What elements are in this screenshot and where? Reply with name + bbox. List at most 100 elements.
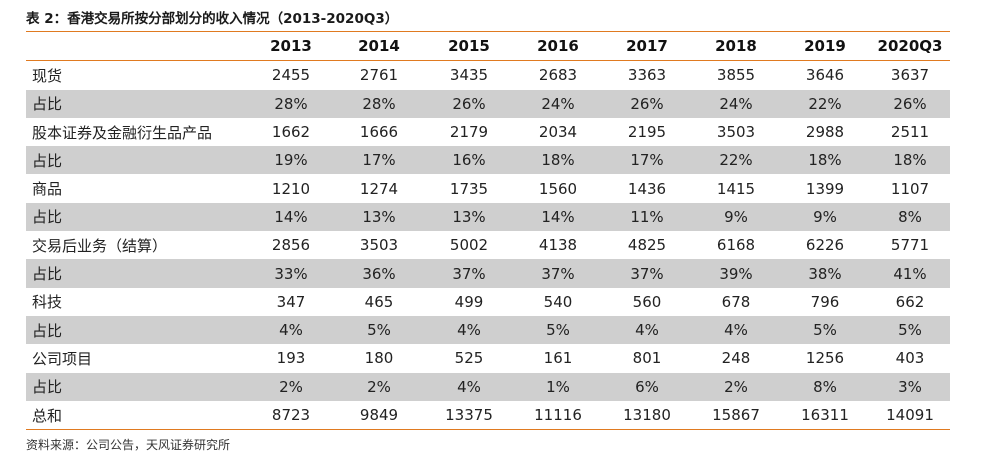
table-cell: 15867 <box>712 406 760 424</box>
table-cell: 347 <box>276 292 306 311</box>
table-cell: 5002 <box>449 236 489 255</box>
table-cell: 662 <box>895 292 925 311</box>
table-cell: 3363 <box>627 66 667 85</box>
table-cell: 796 <box>810 292 840 311</box>
table-cell: 26% <box>602 89 692 118</box>
row-label: 占比 <box>26 146 248 175</box>
table-cell: 11116 <box>534 406 582 424</box>
table-cell: 5% <box>514 315 602 345</box>
table-cell: 8% <box>780 372 870 401</box>
table-cell: 19% <box>248 146 334 175</box>
table-cell: 5% <box>870 315 950 345</box>
row-label: 商品 <box>32 180 63 199</box>
table-cell: 3% <box>870 372 950 401</box>
table-cell: 24% <box>514 89 602 118</box>
header-row: 2013 2014 2015 2016 2017 2018 2019 2020Q3 <box>26 31 950 61</box>
table-cell: 3503 <box>359 236 399 255</box>
table-cell: 2179 <box>449 123 489 142</box>
row-label: 科技 <box>32 293 63 312</box>
header-cell-year: 2019 <box>804 37 846 56</box>
table-row: 科技 347 465 499 540 560 678 796 662 <box>26 288 950 316</box>
table-row: 总和 8723 9849 13375 11116 13180 15867 16311 14091 <box>26 401 950 430</box>
table-cell: 678 <box>721 292 751 311</box>
header-cell-year: 2014 <box>358 37 400 56</box>
table-row: 股本证券及金融衍生品产品 1662 1666 2179 2034 2195 3503 2988… <box>26 118 950 146</box>
table-cell: 6226 <box>805 236 845 255</box>
share-row: 占比 2% 2% 4% 1% 6% 2% 8% 3% <box>26 372 950 401</box>
table-cell: 9% <box>780 202 870 232</box>
table-cell: 38% <box>780 259 870 288</box>
table-row: 交易后业务（结算） 2856 3503 5002 4138 4825 6168 6226 577… <box>26 231 950 259</box>
table-cell: 33% <box>248 259 334 288</box>
table-cell: 17% <box>334 146 424 175</box>
table-cell: 2511 <box>890 123 930 142</box>
table-cell: 2195 <box>627 123 667 142</box>
table-cell: 6% <box>602 372 692 401</box>
table-cell: 1256 <box>805 349 845 368</box>
table-cell: 39% <box>692 259 780 288</box>
share-row: 占比 14% 13% 13% 14% 11% 9% 9% 8% <box>26 202 950 232</box>
table-cell: 4% <box>602 315 692 345</box>
table-cell: 4% <box>424 372 514 401</box>
table-cell: 2988 <box>805 123 845 142</box>
table-cell: 26% <box>870 89 950 118</box>
share-row: 占比 4% 5% 4% 5% 4% 4% 5% 5% <box>26 315 950 345</box>
table-cell: 14% <box>248 202 334 232</box>
table-row: 现货 2455 2761 3435 2683 3363 3855 3646 3637 <box>26 61 950 90</box>
table-cell: 37% <box>602 259 692 288</box>
header-cell-year: 2017 <box>626 37 668 56</box>
row-label: 占比 <box>26 372 248 401</box>
table-cell: 2% <box>334 372 424 401</box>
table-cell: 193 <box>276 349 306 368</box>
table-cell: 3855 <box>716 66 756 85</box>
table-cell: 28% <box>248 89 334 118</box>
table-row: 商品 1210 1274 1735 1560 1436 1415 1399 1107 <box>26 174 950 202</box>
table-cell: 8723 <box>271 406 311 424</box>
table-cell: 11% <box>602 202 692 232</box>
share-row: 占比 19% 17% 16% 18% 17% 22% 18% 18% <box>26 146 950 175</box>
row-label: 现货 <box>32 66 63 85</box>
table-row: 公司项目 193 180 525 161 801 248 1256 403 <box>26 344 950 372</box>
table-cell: 16% <box>424 146 514 175</box>
table-cell: 13% <box>424 202 514 232</box>
table-cell: 1735 <box>449 179 489 198</box>
table-cell: 17% <box>602 146 692 175</box>
table-cell: 403 <box>895 349 925 368</box>
header-cell-label <box>26 32 248 61</box>
table-cell: 22% <box>780 89 870 118</box>
table-cell: 1560 <box>538 179 578 198</box>
row-label: 占比 <box>26 315 248 345</box>
share-row: 占比 28% 28% 26% 24% 26% 24% 22% 26% <box>26 89 950 118</box>
table-cell: 161 <box>543 349 573 368</box>
source-note: 资料来源：公司公告，天风证券研究所 <box>26 438 231 452</box>
table-cell: 9% <box>692 202 780 232</box>
table-cell: 1274 <box>359 179 399 198</box>
table-cell: 2761 <box>359 66 399 85</box>
table-cell: 2034 <box>538 123 578 142</box>
table-cell: 1662 <box>271 123 311 142</box>
table-cell: 14091 <box>886 406 934 424</box>
header-cell-year: 2018 <box>715 37 757 56</box>
table-cell: 4% <box>248 315 334 345</box>
table-cell: 5771 <box>890 236 930 255</box>
table-cell: 1% <box>514 372 602 401</box>
table-cell: 6168 <box>716 236 756 255</box>
table-cell: 525 <box>454 349 484 368</box>
table-body: 现货 2455 2761 3435 2683 3363 3855 3646 3637 占比 28% 2… <box>26 61 950 430</box>
table-cell: 3646 <box>805 66 845 85</box>
table-cell: 2683 <box>538 66 578 85</box>
table-cell: 26% <box>424 89 514 118</box>
row-label: 占比 <box>26 89 248 118</box>
table-cell: 2455 <box>271 66 311 85</box>
table-cell: 4138 <box>538 236 578 255</box>
header-cell-year: 2016 <box>537 37 579 56</box>
row-label: 公司项目 <box>32 349 93 368</box>
table-cell: 1210 <box>271 179 311 198</box>
table-cell: 16311 <box>801 406 849 424</box>
revenue-table: 2013 2014 2015 2016 2017 2018 2019 2020Q3 现货 245… <box>26 31 950 430</box>
table-cell: 37% <box>514 259 602 288</box>
table-title: 表 2：香港交易所按分部划分的收入情况（2013-2020Q3） <box>26 11 399 27</box>
table-cell: 1399 <box>805 179 845 198</box>
header-cell-year: 2015 <box>448 37 490 56</box>
table-cell: 2% <box>248 372 334 401</box>
